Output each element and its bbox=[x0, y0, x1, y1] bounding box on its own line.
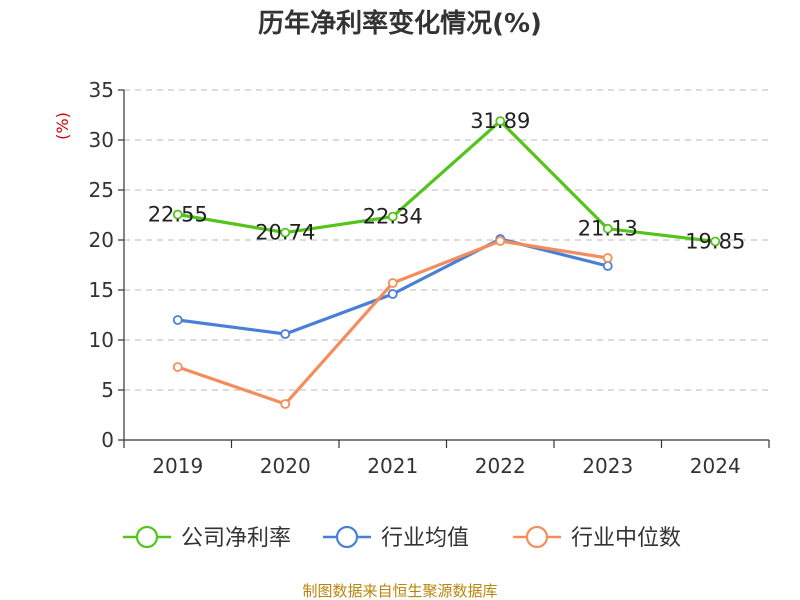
y-tick-label: 30 bbox=[89, 128, 114, 152]
x-tick-label: 2023 bbox=[582, 454, 633, 478]
legend: 公司净利率 行业均值 行业中位数 bbox=[123, 525, 681, 551]
data-point bbox=[710, 236, 721, 247]
legend-label: 行业均值 bbox=[381, 526, 469, 551]
y-tick-label: 0 bbox=[101, 428, 114, 452]
y-tick-label: 25 bbox=[89, 178, 114, 202]
data-label: 20.74 bbox=[255, 221, 315, 245]
x-tick-label: 2021 bbox=[367, 454, 418, 478]
axes bbox=[118, 89, 770, 448]
x-tick-label: 2019 bbox=[152, 454, 203, 478]
data-point bbox=[495, 116, 506, 126]
x-tick-label: 2022 bbox=[475, 454, 526, 478]
legend-marker bbox=[335, 525, 359, 549]
data-point bbox=[172, 209, 183, 220]
data-point bbox=[172, 362, 183, 372]
data-point bbox=[387, 289, 398, 299]
chart-title: 历年净利率变化情况(%) bbox=[258, 8, 542, 39]
gridlines bbox=[124, 89, 769, 391]
data-label: 21.13 bbox=[578, 217, 638, 241]
y-axis-label: (%) bbox=[53, 112, 72, 140]
data-point bbox=[387, 211, 398, 222]
source-note: 制图数据来自恒生聚源数据库 bbox=[302, 582, 497, 600]
data-label: 31.89 bbox=[470, 109, 530, 133]
data-point bbox=[602, 261, 613, 271]
x-tick-labels: 2019 2020 2021 2022 2023 2024 bbox=[152, 454, 740, 478]
data-label: 22.34 bbox=[363, 205, 423, 229]
y-tick-label: 10 bbox=[89, 328, 114, 352]
data-point bbox=[280, 329, 291, 339]
data-point bbox=[495, 236, 506, 246]
data-labels: 22.55 20.74 22.34 31.89 21.13 19.85 bbox=[148, 109, 746, 253]
data-label: 22.55 bbox=[148, 203, 208, 227]
y-tick-label: 5 bbox=[101, 378, 114, 402]
legend-marker bbox=[525, 525, 549, 549]
legend-marker bbox=[135, 525, 159, 549]
data-point bbox=[172, 315, 183, 325]
x-tick-label: 2024 bbox=[690, 454, 741, 478]
data-point bbox=[387, 278, 398, 288]
data-point bbox=[602, 223, 613, 234]
legend-label: 公司净利率 bbox=[181, 526, 291, 551]
x-tick-label: 2020 bbox=[260, 454, 311, 478]
series-lines bbox=[172, 116, 721, 409]
y-tick-labels: 0 5 10 15 20 25 30 35 bbox=[89, 78, 114, 452]
y-tick-label: 20 bbox=[89, 228, 114, 252]
data-label: 19.85 bbox=[685, 230, 745, 254]
y-tick-label: 35 bbox=[89, 78, 114, 102]
data-point bbox=[602, 253, 613, 263]
y-tick-label: 15 bbox=[89, 278, 114, 302]
data-point bbox=[280, 227, 291, 238]
series-line bbox=[177, 119, 716, 244]
legend-label: 行业中位数 bbox=[571, 526, 681, 551]
data-point bbox=[280, 399, 291, 409]
series-line bbox=[177, 239, 608, 406]
